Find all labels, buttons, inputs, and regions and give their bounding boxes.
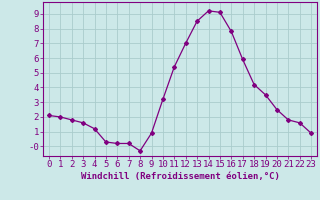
X-axis label: Windchill (Refroidissement éolien,°C): Windchill (Refroidissement éolien,°C): [81, 172, 279, 181]
